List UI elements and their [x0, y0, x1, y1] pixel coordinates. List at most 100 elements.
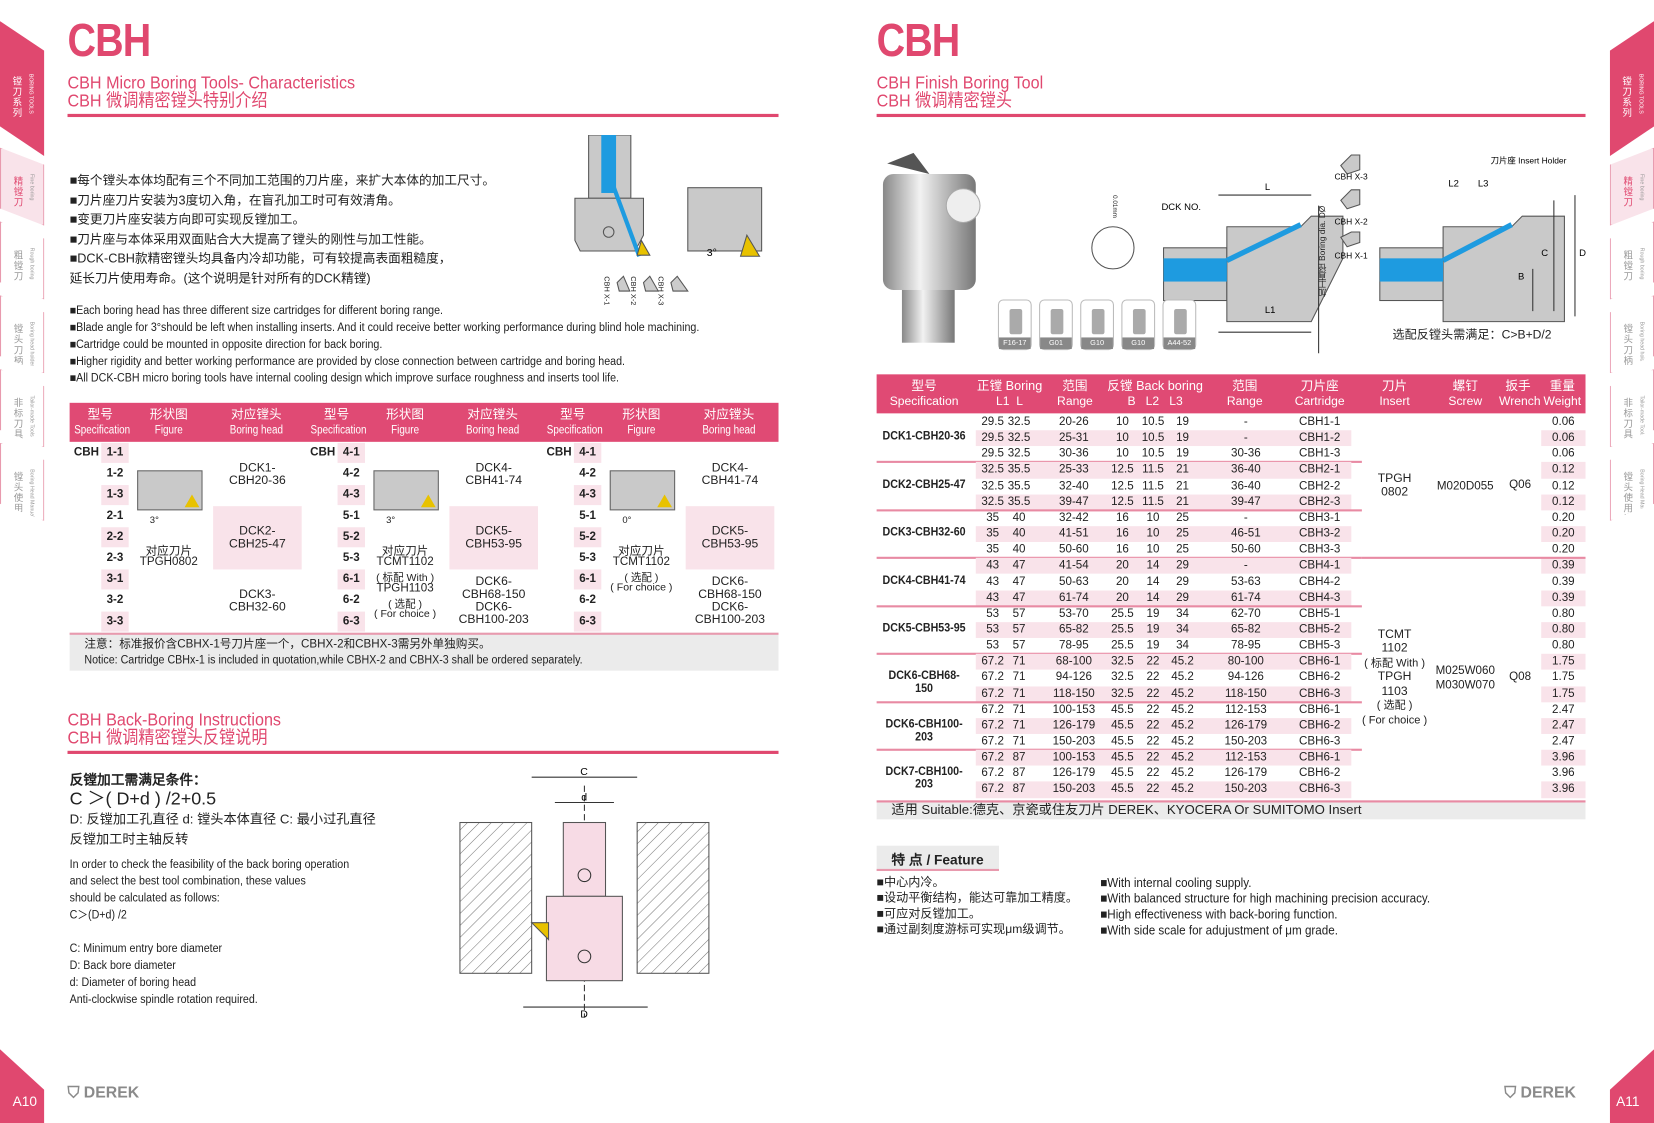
table-cell: 45.2 [1171, 671, 1194, 684]
group-divider [876, 509, 1362, 512]
table-cell: 0.06 [1552, 447, 1575, 461]
spec-code: 4-2 [342, 467, 360, 480]
boring-head-figure: 3° [574, 134, 763, 292]
side-tab-cn: 非标刀具 [13, 397, 24, 440]
spec-code: 6-2 [579, 593, 596, 607]
table-cell: 62-70 [1230, 607, 1261, 620]
insert-text: TCMT1102 [376, 555, 434, 568]
boring-head-text: CBH100-203 [458, 613, 529, 627]
accessory-icon [1009, 308, 1023, 335]
table-cell: 80-100 [1227, 655, 1264, 668]
table-cell: 0.06 [1552, 415, 1575, 429]
table-cell: 0.12 [1552, 495, 1575, 509]
side-tab-4[interactable]: 非标刀具 Tailor-made Tools [0, 369, 45, 448]
table-cell: 0.80 [1552, 607, 1575, 620]
table-cell: 94-126 [1055, 671, 1092, 684]
side-tab-0[interactable]: 镗刀系列 BORING TOOLS [0, 21, 45, 157]
side-tab-3[interactable]: 镗头刀柄 Boring head holder [1609, 295, 1654, 374]
en-line: In order to check the feasibility of the… [69, 858, 350, 872]
row-band [975, 717, 1352, 734]
table-cell: 32.5 [1111, 671, 1134, 684]
spec-name: DCK6-CBH100-203 [885, 717, 963, 744]
bullet: ■DCK-CBH款精密镗头均具备内冷却功能，可有较提高表面粗糙度， [69, 250, 452, 266]
logo-text: DEREK [83, 1084, 140, 1102]
header-cell: 形状图 Figure [131, 407, 207, 439]
subtitle-cn: CBH 微调精密镗头特别介绍 [67, 90, 268, 111]
wrench-cell: Q06 [1509, 478, 1532, 492]
table-cell: 12.5 [1111, 463, 1134, 477]
table-cell: 71 [1012, 719, 1026, 732]
boring-head-text: DCK4- [475, 461, 512, 475]
title-rule [67, 113, 779, 118]
header-en: Figure [391, 423, 420, 437]
header-en: Range [1226, 395, 1263, 409]
side-tab-en: Boring head holder [1638, 321, 1645, 367]
header-cn: 刀片座 [1300, 378, 1339, 394]
cartridge-table: 型号 Specification 形状图 Figure 对应镗头 Boring head 型… [69, 402, 779, 671]
table-cell: 65-82 [1230, 623, 1261, 636]
accessory-code: G10 [1122, 337, 1155, 350]
table-cell: 47 [1012, 591, 1026, 604]
angle-label: 3° [149, 514, 159, 526]
table-cell: 1.75 [1552, 687, 1575, 700]
side-tab-5[interactable]: 镗头使用说明 Boring Head Manual [0, 442, 45, 521]
header-cell: 型号 Specification [306, 407, 367, 439]
table-cell: 126-179 [1224, 766, 1268, 780]
header-en: Insert [1379, 395, 1410, 409]
table-cell: 25-31 [1059, 431, 1089, 445]
table-cell: 45.2 [1171, 766, 1194, 780]
side-tab-3[interactable]: 镗头刀柄 Boring head holder [0, 295, 45, 374]
page-number: A10 [12, 1093, 38, 1110]
table-cell: CBH6-1 [1299, 703, 1341, 716]
insert-icon [184, 494, 200, 508]
insert-text: TPGH [1377, 670, 1412, 684]
table-cell: 32.5 [1007, 447, 1031, 461]
boring-head-text: DCK4- [711, 461, 749, 475]
side-tab-1[interactable]: 精镗刀 Fine boring [1609, 147, 1654, 226]
figure-cartridge [609, 470, 676, 511]
bullet: ■Blade angle for 3°should be left when i… [69, 321, 700, 335]
side-tab-0[interactable]: 镗刀系列 BORING TOOLS [1609, 21, 1654, 157]
table-cell: 67.2 [981, 687, 1004, 700]
table-cell: 10.5 [1141, 431, 1165, 445]
spec-name: DCK5-CBH53-95 [882, 622, 966, 635]
header-cn: 形状图 [622, 407, 661, 422]
insert-text: ( For choice ) [1361, 713, 1428, 727]
derek-logo: ⛉ DEREK [1504, 1084, 1576, 1102]
table-cell: - [1243, 431, 1248, 445]
table-cell: 47 [1012, 559, 1026, 572]
table-cell: 78-95 [1230, 639, 1261, 652]
table-cell: 45.2 [1171, 687, 1194, 700]
table-cell: 20 [1115, 559, 1129, 572]
table-cell: 21 [1176, 479, 1190, 493]
header-en: Weight [1543, 395, 1582, 409]
table-cell: 43 [986, 559, 1000, 572]
row-band [1541, 494, 1586, 511]
boring-head-cell: DCK4- CBH41-74 [449, 443, 538, 506]
table-cell: 61-74 [1059, 591, 1089, 604]
row-band [1541, 430, 1586, 447]
table-cell: 11.5 [1142, 479, 1164, 493]
logo-text: DEREK [1520, 1084, 1576, 1102]
boring-head-text: CBH68-150 [698, 588, 762, 602]
en-line: should be calculated as follows: [69, 892, 220, 905]
row-band [1541, 781, 1586, 798]
table-cell: CBH5-3 [1299, 639, 1341, 652]
side-tab-5[interactable]: 镗头使用说明 Boring Head Manual [1609, 442, 1654, 521]
side-tab-2[interactable]: 粗镗刀 Rough boring [0, 221, 45, 300]
side-tab-en: Rough boring [28, 247, 35, 280]
row-band [975, 622, 1352, 639]
side-tab-4[interactable]: 非标刀具 Tailor-made Tools [1609, 369, 1654, 448]
header-cn: 螺钉 [1452, 378, 1478, 394]
table-cell: 34 [1176, 623, 1190, 636]
cartridge-x2: CBH X-2 [1334, 217, 1368, 227]
insert-text: ( For choice ) [374, 607, 437, 620]
side-tab-2[interactable]: 粗镗刀 Rough boring [1609, 221, 1654, 300]
header-cn: 形状图 [149, 407, 188, 422]
table-cell: 45.5 [1111, 734, 1134, 748]
side-tab-1[interactable]: 精镗刀 Fine boring [0, 147, 45, 226]
table-cell: 45.2 [1171, 782, 1194, 796]
header-cell: 范围 Range [1212, 379, 1277, 411]
table-cell: 71 [1012, 671, 1026, 684]
table-cell: CBH1-3 [1299, 447, 1341, 461]
